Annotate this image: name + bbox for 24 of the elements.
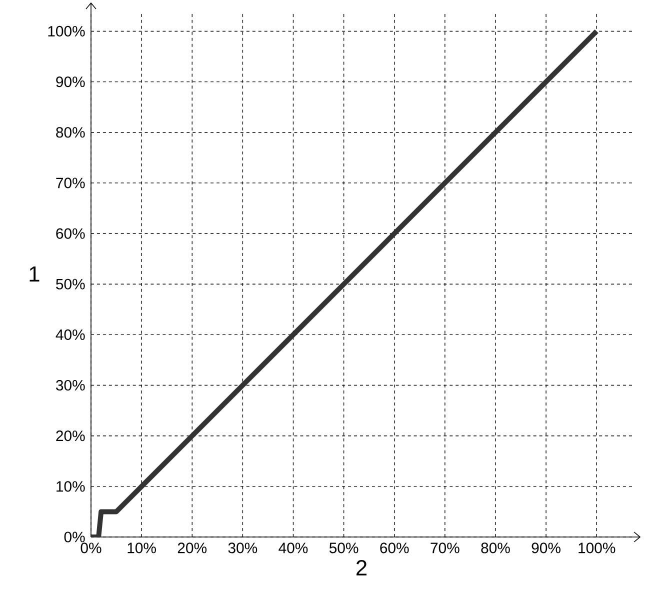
y-tick-label: 20% (56, 430, 85, 442)
x-tick-label: 100% (578, 542, 616, 554)
y-tick-label: 0% (64, 532, 85, 542)
x-tick-label: 60% (380, 542, 409, 554)
x-tick-label: 40% (278, 542, 308, 554)
x-tick-label: 20% (178, 542, 207, 554)
y-tick-label: 40% (56, 329, 85, 340)
x-tick-label: 90% (532, 542, 560, 554)
x-axis-title: 2 (356, 560, 367, 576)
y-tick-label: 70% (56, 178, 85, 188)
y-tick-label: 100% (48, 26, 85, 37)
y-axis-title: 1 (30, 266, 40, 282)
x-tick-label: 50% (329, 542, 358, 554)
y-tick-label: 60% (56, 228, 85, 239)
x-tick-label: 10% (128, 542, 156, 554)
y-tick-label: 50% (56, 278, 85, 290)
y-tick-label: 90% (56, 76, 85, 88)
x-tick-label: 0% (80, 542, 102, 554)
y-tick-label: 80% (56, 127, 85, 138)
x-tick-label: 70% (430, 542, 460, 554)
y-tick-label: 10% (56, 481, 85, 492)
x-tick-label: 30% (228, 542, 258, 554)
y-tick-label: 30% (56, 380, 85, 391)
x-tick-label: 80% (481, 542, 510, 554)
